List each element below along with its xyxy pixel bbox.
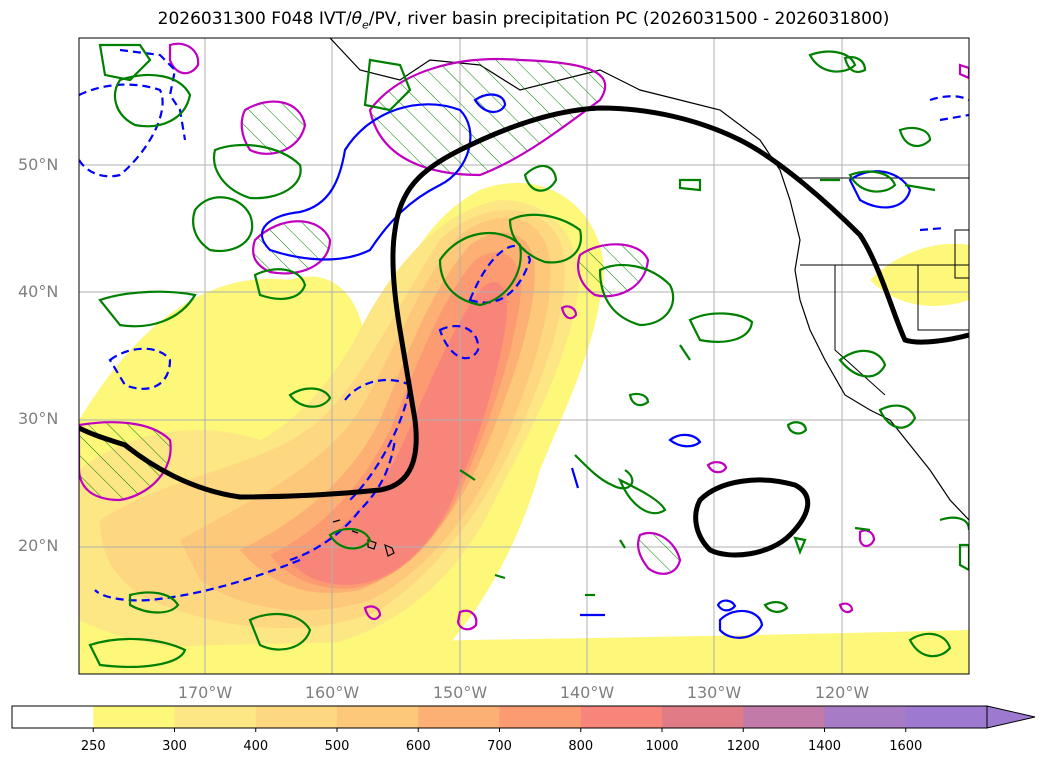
pv-contours [79,42,969,631]
colorbar-tick-label: 600 [405,739,431,754]
colorbar-extend-arrow [986,705,1036,729]
lon-label-140w: 140°W [559,683,615,702]
lon-label-150w: 150°W [432,683,488,702]
lon-label-170w: 170°W [177,683,233,702]
vapor-contours [88,43,969,668]
lat-label-40n: 40°N [18,282,59,301]
theta-e-contours [260,93,912,639]
hawaii-islands [332,519,395,557]
colorbar-segment [499,706,582,728]
colorbar-tick-label: 1600 [889,739,923,754]
lat-label-50n: 50°N [18,155,59,174]
lat-label-20n: 20°N [18,536,59,555]
jet-contours [79,105,969,558]
colorbar-tick-label: 1200 [726,739,760,754]
colorbar-tick-label: 400 [243,739,269,754]
colorbar-segment [93,706,175,728]
title-prefix: 2026031300 F048 IVT/ [157,9,352,29]
colorbar [11,705,1036,732]
lat-label-30n: 30°N [18,409,59,428]
colorbar-segment [662,706,744,728]
colorbar-tick-label: 300 [162,739,187,754]
colorbar-segment [337,706,419,728]
title-suffix: /PV, river basin precipitation PC (20260… [368,9,890,29]
colorbar-tick-label: 700 [487,739,512,754]
map-title: 2026031300 F048 IVT/θe/PV, river basin p… [0,9,1047,31]
colorbar-tick-label: 1400 [807,739,842,754]
colorbar-segment [418,706,500,728]
colorbar-tick-label: 250 [80,739,106,754]
lon-label-120w: 120°W [814,683,870,702]
colorbar-tick-label: 800 [568,739,594,754]
title-theta: θ [351,9,362,29]
map-frame [78,37,970,675]
colorbar-segment [255,706,338,728]
state-borders [800,177,969,396]
title-theta-sub: e [362,18,369,32]
lon-label-160w: 160°W [304,683,360,702]
colorbar-segment [824,706,907,728]
colorbar-segment [580,706,663,728]
colorbar-segment [905,706,988,728]
colorbar-segment [743,706,825,728]
colorbar-segment [12,706,94,728]
dashed-contours [79,48,969,602]
colorbar-tick-label: 500 [324,739,350,754]
colorbar-tick-label: 1000 [645,739,679,754]
lon-label-130w: 130°W [686,683,742,702]
colorbar-segment [174,706,257,728]
